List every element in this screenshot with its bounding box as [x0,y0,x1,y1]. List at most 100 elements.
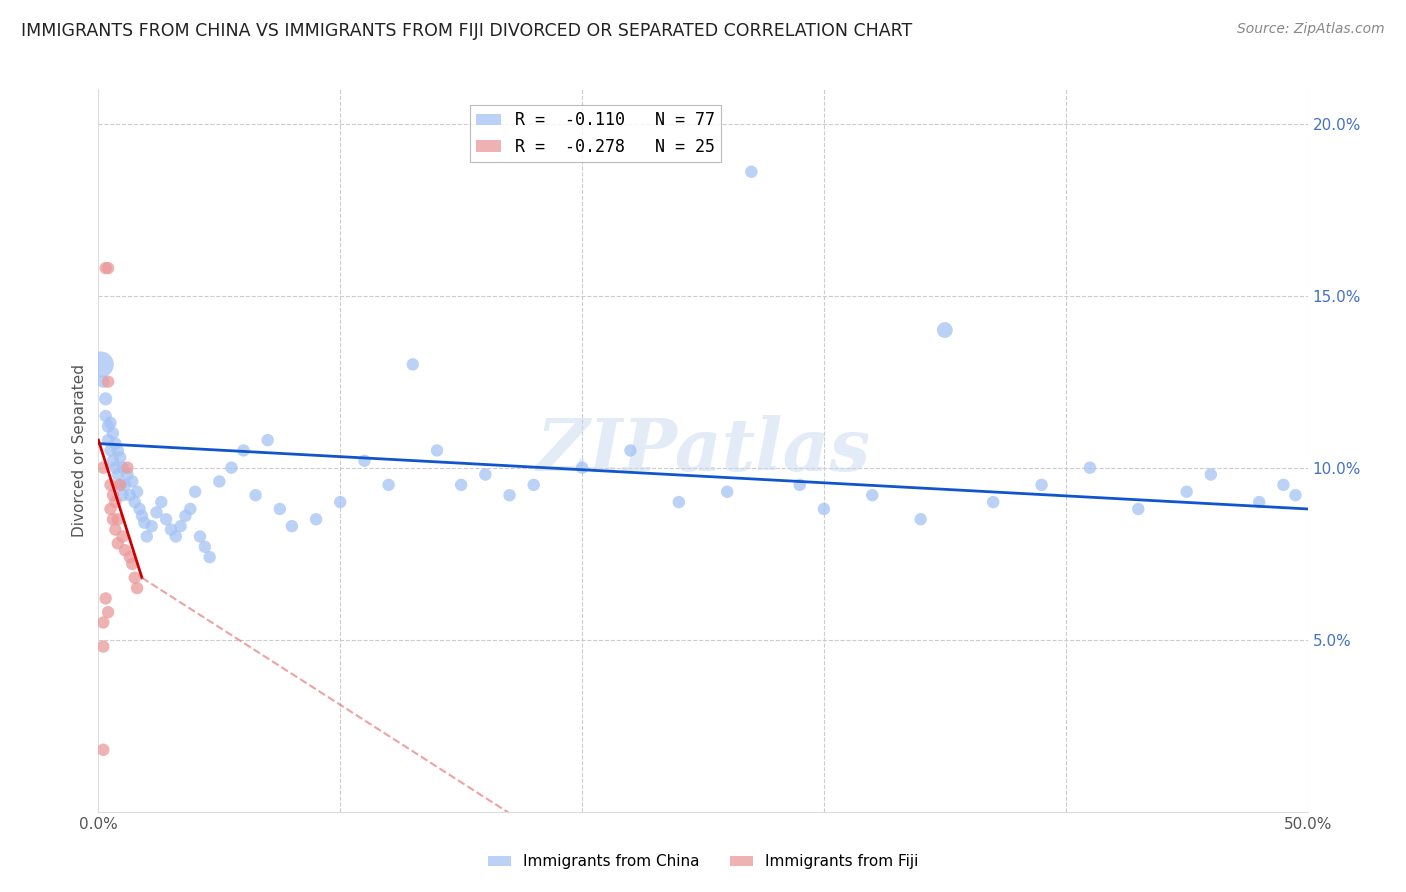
Point [160,523,183,537]
Point [150,495,173,509]
Point [450,478,472,492]
Y-axis label: Divorced or Separated: Divorced or Separated [72,364,87,537]
Point [101,426,124,441]
Point [981,495,1004,509]
Point [474,467,496,482]
Point [165,529,187,543]
Point [155,512,177,526]
Point [111,488,134,502]
Point [1249,495,1271,509]
Point [145,505,167,519]
Point [402,358,425,372]
Point [131,508,153,523]
Point [111,529,134,543]
Point [194,540,217,554]
Point [668,495,690,509]
Point [128,502,150,516]
Point [124,571,146,585]
Point [134,516,156,530]
Point [1031,478,1053,492]
Point [1175,484,1198,499]
Point [740,165,762,179]
Legend: R =  -0.110   N = 77, R =  -0.278   N = 25: R = -0.110 N = 77, R = -0.278 N = 25 [470,104,721,162]
Point [100,443,122,458]
Point [101,488,124,502]
Point [100,478,122,492]
Point [135,529,157,543]
Point [571,460,593,475]
Point [141,519,163,533]
Point [619,443,641,458]
Point [94,591,117,606]
Point [104,495,127,509]
Point [305,512,328,526]
Point [121,475,143,489]
Point [184,484,207,499]
Point [329,495,352,509]
Point [523,478,546,492]
Point [1078,460,1101,475]
Point [100,502,122,516]
Point [101,512,124,526]
Point [1284,488,1306,502]
Point [91,375,114,389]
Point [498,488,520,502]
Point [108,450,131,465]
Point [104,523,127,537]
Point [1128,502,1150,516]
Point [104,436,127,450]
Point [256,433,278,447]
Point [789,478,811,492]
Point [124,495,146,509]
Legend: Immigrants from China, Immigrants from Fiji: Immigrants from China, Immigrants from F… [481,848,925,875]
Point [97,605,120,619]
Point [100,416,122,430]
Point [118,488,141,502]
Point [179,502,201,516]
Point [232,443,254,458]
Point [91,460,114,475]
Point [111,460,134,475]
Point [114,478,136,492]
Point [108,478,131,492]
Point [107,467,129,482]
Point [245,488,267,502]
Point [174,508,197,523]
Point [269,502,291,516]
Text: IMMIGRANTS FROM CHINA VS IMMIGRANTS FROM FIJI DIVORCED OR SEPARATED CORRELATION : IMMIGRANTS FROM CHINA VS IMMIGRANTS FROM… [21,22,912,40]
Point [107,536,129,550]
Point [426,443,449,458]
Point [117,460,139,475]
Point [118,550,141,565]
Point [107,443,129,458]
Point [221,460,243,475]
Point [716,484,738,499]
Point [91,615,114,630]
Point [377,478,399,492]
Point [101,454,124,468]
Point [198,550,221,565]
Point [127,484,149,499]
Point [208,475,231,489]
Point [90,358,112,372]
Point [121,557,143,571]
Point [117,467,139,482]
Point [91,743,114,757]
Point [97,433,120,447]
Point [107,512,129,526]
Point [91,640,114,654]
Point [97,375,120,389]
Point [104,460,127,475]
Point [94,392,117,406]
Text: Source: ZipAtlas.com: Source: ZipAtlas.com [1237,22,1385,37]
Point [910,512,932,526]
Point [94,409,117,423]
Point [127,581,149,595]
Point [813,502,835,516]
Point [97,261,120,276]
Point [169,519,191,533]
Point [94,261,117,276]
Point [108,478,131,492]
Point [860,488,883,502]
Point [97,419,120,434]
